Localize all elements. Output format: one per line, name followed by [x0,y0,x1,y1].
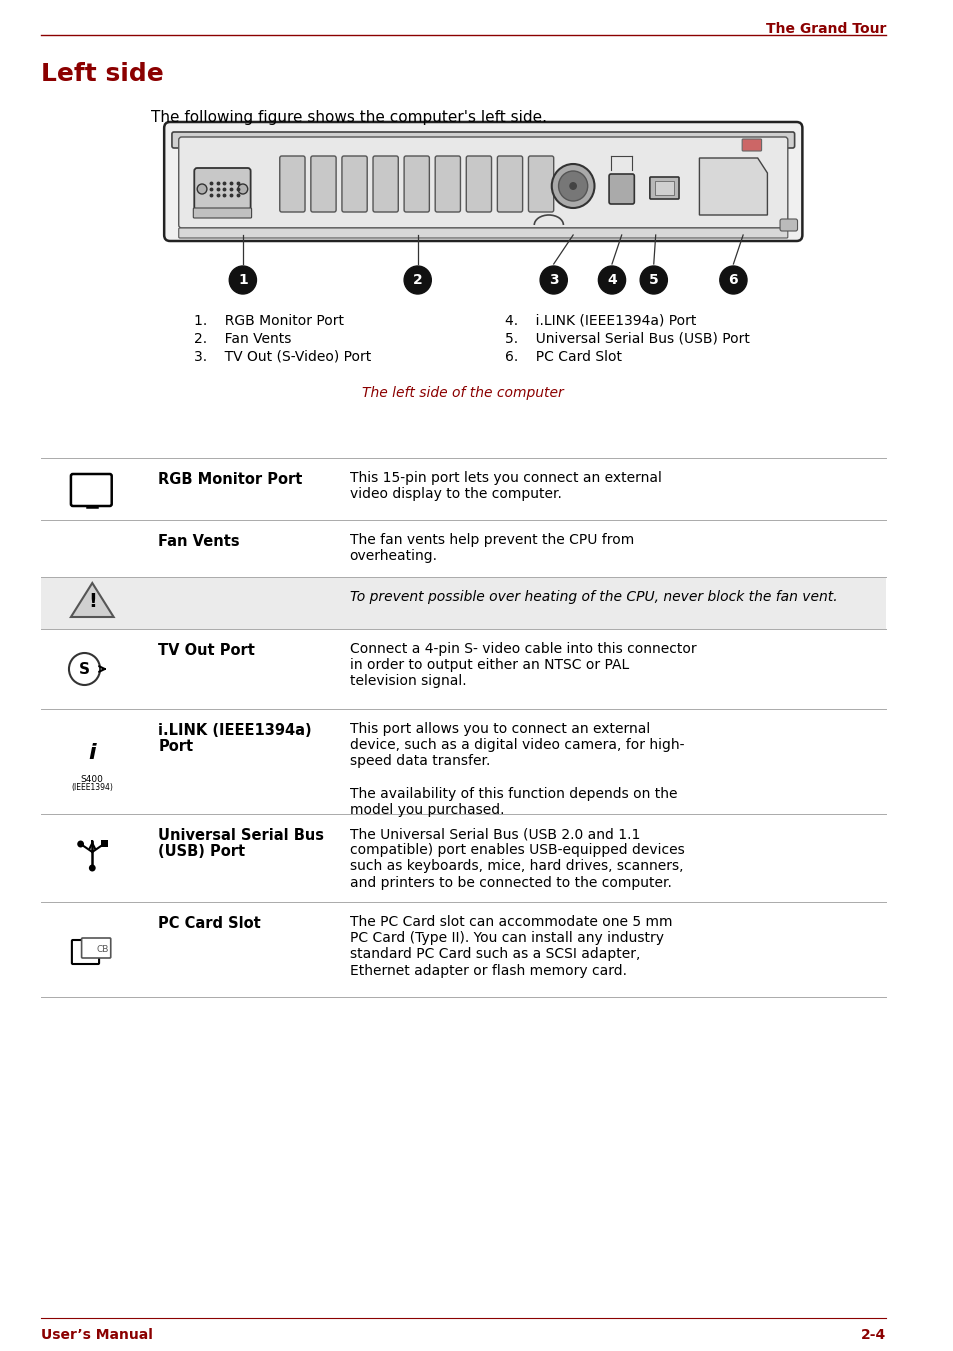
Circle shape [558,172,587,201]
Text: 6: 6 [728,273,738,286]
FancyBboxPatch shape [82,938,111,958]
FancyBboxPatch shape [649,177,679,199]
Text: The left side of the computer: The left side of the computer [362,386,563,400]
Circle shape [539,266,567,295]
Text: (USB) Port: (USB) Port [158,844,245,859]
Text: 2.    Fan Vents: 2. Fan Vents [194,332,292,346]
FancyBboxPatch shape [466,155,491,212]
Text: 3: 3 [548,273,558,286]
Circle shape [237,184,248,195]
FancyBboxPatch shape [194,168,251,209]
FancyBboxPatch shape [172,132,794,149]
Text: Left side: Left side [41,62,163,86]
Text: The Universal Serial Bus (USB 2.0 and 1.1
compatible) port enables USB-equipped : The Universal Serial Bus (USB 2.0 and 1.… [350,827,683,889]
FancyBboxPatch shape [780,219,797,231]
Text: The fan vents help prevent the CPU from
overheating.: The fan vents help prevent the CPU from … [350,534,634,563]
Text: 2: 2 [413,273,422,286]
Text: Connect a 4-pin S- video cable into this connector
in order to output either an : Connect a 4-pin S- video cable into this… [350,642,696,689]
Text: This 15-pin port lets you connect an external
video display to the computer.: This 15-pin port lets you connect an ext… [350,471,660,501]
Text: (IEEE1394): (IEEE1394) [71,784,113,792]
FancyBboxPatch shape [608,174,634,204]
Text: !: ! [88,592,96,611]
Text: RGB Monitor Port: RGB Monitor Port [158,471,302,486]
Text: CB: CB [96,944,109,954]
FancyBboxPatch shape [71,474,112,507]
Circle shape [69,653,100,685]
Circle shape [89,865,95,871]
FancyBboxPatch shape [193,208,252,218]
FancyBboxPatch shape [341,155,367,212]
Text: 1: 1 [237,273,248,286]
Circle shape [229,266,256,295]
FancyBboxPatch shape [373,155,397,212]
Text: PC Card Slot: PC Card Slot [158,916,261,931]
Circle shape [404,266,431,295]
Polygon shape [71,584,113,617]
Text: S: S [79,662,90,677]
Circle shape [639,266,667,295]
FancyBboxPatch shape [178,228,787,238]
Text: S400: S400 [81,775,104,784]
Text: 5.    Universal Serial Bus (USB) Port: 5. Universal Serial Bus (USB) Port [504,332,749,346]
FancyBboxPatch shape [497,155,522,212]
Text: 1.    RGB Monitor Port: 1. RGB Monitor Port [194,313,344,328]
FancyBboxPatch shape [71,940,99,965]
Polygon shape [699,158,766,215]
Text: i: i [89,743,96,763]
Text: This port allows you to connect an external
device, such as a digital video came: This port allows you to connect an exter… [350,721,683,817]
Circle shape [77,840,84,847]
Text: Universal Serial Bus: Universal Serial Bus [158,828,324,843]
Text: 4.    i.LINK (IEEE1394a) Port: 4. i.LINK (IEEE1394a) Port [504,313,696,328]
FancyBboxPatch shape [528,155,553,212]
FancyBboxPatch shape [101,840,108,847]
FancyBboxPatch shape [435,155,460,212]
Text: The PC Card slot can accommodate one 5 mm
PC Card (Type II). You can install any: The PC Card slot can accommodate one 5 m… [350,915,672,978]
FancyBboxPatch shape [279,155,305,212]
Text: TV Out Port: TV Out Port [158,643,255,658]
Text: User’s Manual: User’s Manual [41,1328,152,1342]
Text: The following figure shows the computer's left side.: The following figure shows the computer'… [151,109,546,126]
Circle shape [551,163,594,208]
FancyBboxPatch shape [654,181,674,195]
Text: 4: 4 [606,273,617,286]
Text: 5: 5 [648,273,658,286]
Text: The Grand Tour: The Grand Tour [764,22,885,36]
Circle shape [720,266,746,295]
FancyBboxPatch shape [404,155,429,212]
FancyBboxPatch shape [178,136,787,228]
Text: 2-4: 2-4 [860,1328,885,1342]
FancyBboxPatch shape [41,577,885,630]
Circle shape [197,184,207,195]
FancyBboxPatch shape [164,122,801,240]
Text: Fan Vents: Fan Vents [158,534,240,549]
Circle shape [569,182,577,190]
Text: 6.    PC Card Slot: 6. PC Card Slot [504,350,621,363]
Text: i.LINK (IEEE1394a): i.LINK (IEEE1394a) [158,723,312,738]
FancyBboxPatch shape [741,139,760,151]
Circle shape [598,266,625,295]
Text: To prevent possible over heating of the CPU, never block the fan vent.: To prevent possible over heating of the … [350,590,837,604]
Text: 3.    TV Out (S-Video) Port: 3. TV Out (S-Video) Port [194,350,371,363]
FancyBboxPatch shape [311,155,335,212]
Text: Port: Port [158,739,193,754]
